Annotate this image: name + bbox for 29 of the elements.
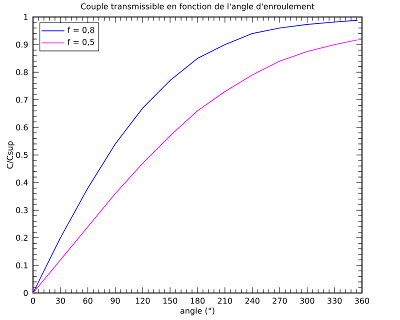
y-tick-label: 0.9 [16, 42, 28, 48]
legend-label: f = 0,8 [68, 26, 94, 34]
y-tick-label: 0.8 [16, 69, 28, 76]
x-tick-label: 360 [354, 298, 370, 304]
y-axis-title: C/Csup [6, 141, 14, 169]
x-tick-label: 330 [328, 298, 342, 304]
x-tick-label: 210 [218, 298, 232, 304]
x-axis-title: angle (°) [180, 308, 214, 316]
y-tick-label: 0 [24, 290, 28, 296]
y-tick-label: 0.4 [16, 180, 28, 186]
x-tick-label: 300 [300, 298, 314, 304]
x-tick-label: 240 [245, 298, 260, 304]
legend-label: f = 0,5 [68, 38, 94, 46]
y-tick-label: 0.5 [16, 152, 28, 158]
x-tick-label: 270 [272, 298, 287, 304]
chart-title: Couple transmissible en fonction de l'angle d'enroulement [81, 3, 314, 11]
x-tick-label: 120 [136, 298, 150, 304]
y-tick-label: 1 [24, 14, 28, 20]
y-tick-label: 0.7 [16, 96, 28, 103]
y-tick-label: 0.6 [16, 124, 28, 130]
x-tick-label: 0 [30, 298, 36, 304]
x-tick-label: 90 [110, 298, 120, 304]
y-tick-label: 0.1 [16, 262, 28, 268]
x-tick-label: 30 [56, 298, 65, 304]
x-tick-label: 150 [163, 298, 178, 304]
y-tick-label: 0.2 [16, 234, 28, 241]
x-tick-label: 60 [83, 298, 92, 304]
x-tick-label: 180 [190, 298, 205, 304]
y-tick-label: 0.3 [16, 207, 28, 214]
